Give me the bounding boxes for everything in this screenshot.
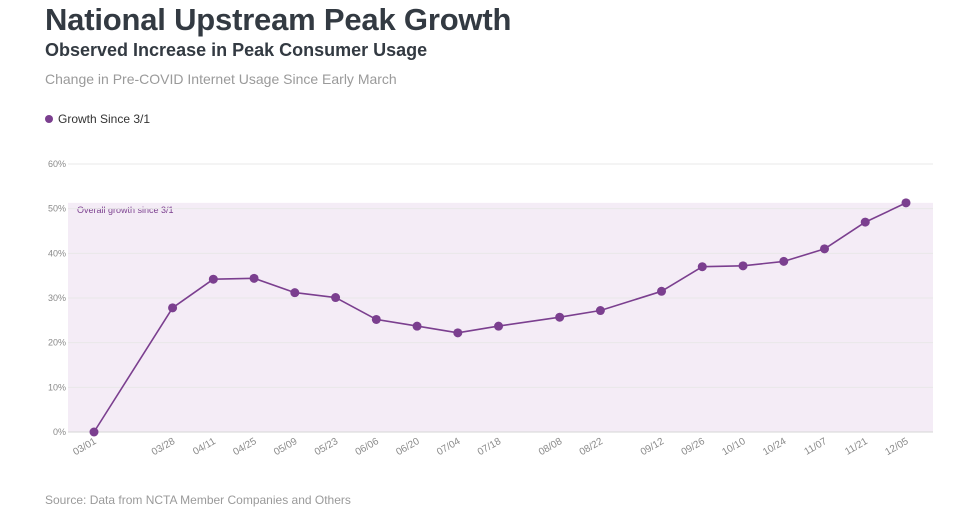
x-tick-label: 07/04 bbox=[435, 436, 463, 458]
legend-marker bbox=[45, 115, 53, 123]
x-tick-label: 09/12 bbox=[639, 436, 667, 458]
y-tick-label: 60% bbox=[48, 159, 66, 169]
y-tick-label: 10% bbox=[48, 382, 66, 392]
x-tick-label: 07/18 bbox=[476, 436, 504, 458]
x-tick-label: 10/24 bbox=[761, 436, 789, 458]
x-tick-label: 11/07 bbox=[802, 436, 829, 458]
x-tick-label: 11/21 bbox=[843, 436, 870, 458]
data-point bbox=[453, 328, 463, 338]
data-point bbox=[697, 262, 707, 272]
data-point bbox=[555, 312, 565, 322]
x-tick-label: 04/25 bbox=[231, 436, 259, 458]
data-point bbox=[331, 293, 341, 303]
legend-label: Growth Since 3/1 bbox=[58, 112, 151, 126]
x-tick-label: 05/09 bbox=[272, 436, 300, 458]
data-point bbox=[738, 261, 748, 271]
data-point bbox=[820, 244, 830, 254]
x-tick-label: 10/10 bbox=[720, 436, 748, 458]
x-tick-label: 04/11 bbox=[191, 436, 218, 458]
data-point bbox=[249, 273, 259, 283]
y-tick-label: 40% bbox=[48, 248, 66, 258]
x-tick-label: 03/28 bbox=[150, 436, 178, 458]
x-tick-label: 08/22 bbox=[578, 436, 606, 458]
data-point bbox=[168, 303, 178, 313]
x-tick-label: 03/01 bbox=[71, 436, 99, 458]
x-tick-label: 12/05 bbox=[883, 436, 911, 458]
chart-description: Change in Pre-COVID Internet Usage Since… bbox=[45, 71, 397, 87]
x-tick-label: 06/20 bbox=[394, 436, 422, 458]
data-point bbox=[779, 256, 789, 266]
data-point bbox=[371, 314, 381, 324]
y-tick-label: 50% bbox=[48, 204, 66, 214]
data-point bbox=[89, 427, 99, 437]
chart-subtitle: Observed Increase in Peak Consumer Usage bbox=[45, 40, 428, 60]
y-tick-label: 20% bbox=[48, 338, 66, 348]
legend: Growth Since 3/1 bbox=[45, 112, 150, 126]
data-point bbox=[290, 288, 300, 298]
x-tick-label: 08/08 bbox=[537, 436, 565, 458]
data-point bbox=[657, 286, 667, 296]
y-tick-label: 0% bbox=[53, 427, 66, 437]
data-point bbox=[595, 306, 605, 316]
annotation-label: Overall growth since 3/1 bbox=[77, 205, 174, 215]
x-tick-label: 09/26 bbox=[680, 436, 708, 458]
data-point bbox=[208, 274, 218, 284]
annotation-band bbox=[68, 202, 933, 432]
data-point bbox=[412, 321, 422, 331]
y-tick-label: 30% bbox=[48, 293, 66, 303]
data-point bbox=[901, 198, 911, 208]
source-note: Source: Data from NCTA Member Companies … bbox=[45, 493, 351, 507]
x-tick-label: 06/06 bbox=[354, 436, 382, 458]
data-point bbox=[860, 217, 870, 227]
x-tick-label: 05/23 bbox=[313, 436, 341, 458]
chart-title: National Upstream Peak Growth bbox=[45, 2, 512, 37]
data-point bbox=[494, 321, 504, 331]
